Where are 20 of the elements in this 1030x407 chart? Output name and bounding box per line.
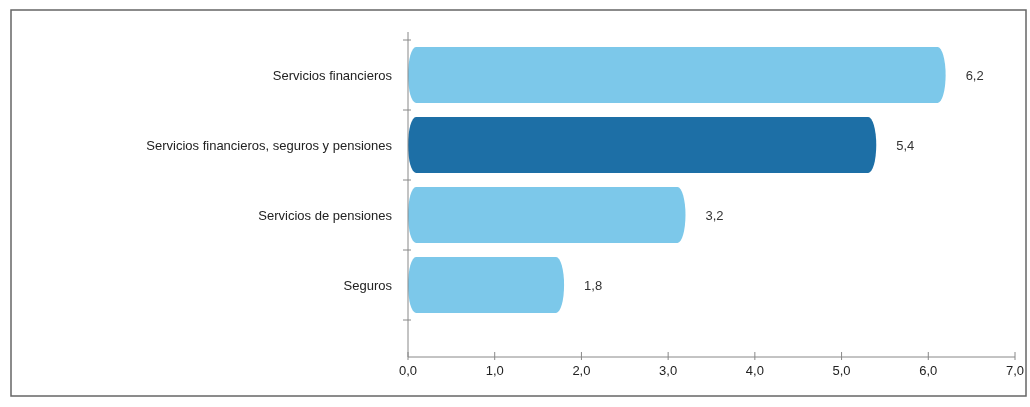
x-tick-label: 3,0	[659, 363, 678, 378]
x-tick-label: 1,0	[485, 363, 504, 378]
bar	[408, 47, 946, 103]
y-tick-label: Servicios financieros, seguros y pensiones	[146, 137, 393, 153]
y-tick-label: Seguros	[343, 277, 393, 293]
x-tick-label: 6,0	[919, 363, 938, 378]
x-tick-label: 4,0	[745, 363, 764, 378]
y-tick-label: Servicios financieros	[272, 67, 393, 83]
bar	[408, 187, 686, 243]
y-tick-label: Servicios de pensiones	[258, 207, 393, 223]
x-tick-label: 0,0	[398, 363, 418, 378]
data-label: 3,2	[705, 207, 724, 223]
x-tick-label: 5,0	[832, 363, 851, 378]
bar	[408, 117, 877, 173]
x-tick-label: 2,0	[572, 363, 591, 378]
bar	[408, 257, 565, 313]
data-label: 5,4	[896, 137, 915, 153]
data-label: 6,2	[965, 67, 984, 83]
x-tick-label: 7,0	[1005, 363, 1025, 378]
data-label: 1,8	[584, 277, 603, 293]
